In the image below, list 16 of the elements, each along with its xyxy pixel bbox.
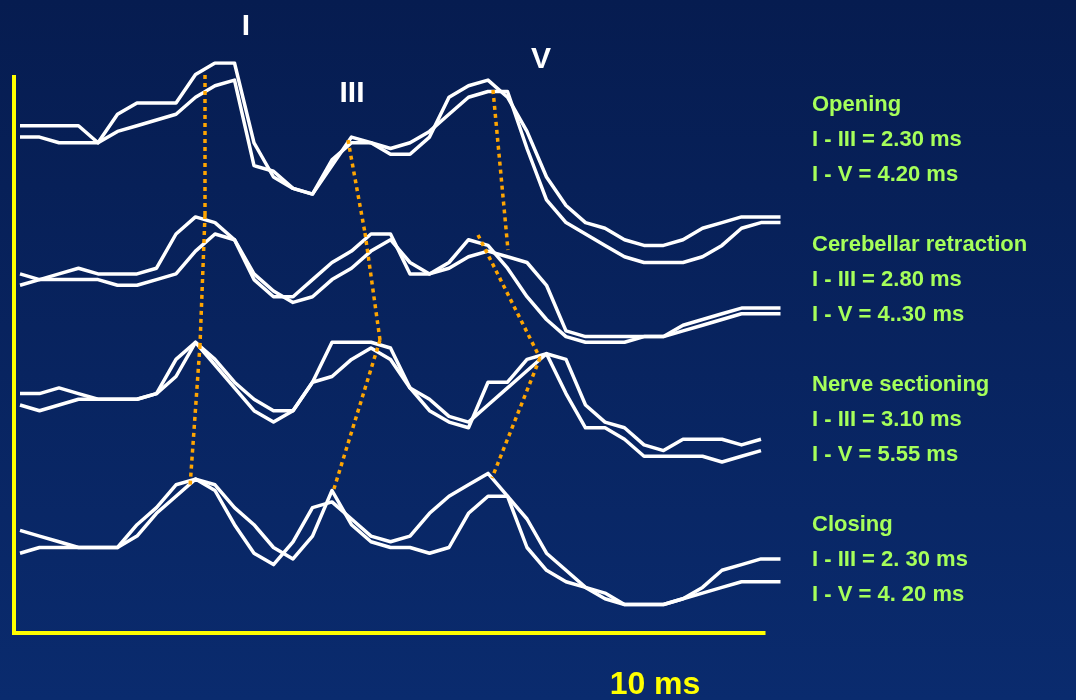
text: I - V = 5.55 ms <box>812 441 959 467</box>
text: Opening <box>812 91 902 117</box>
text: I - III = 2.30 ms <box>812 126 962 152</box>
text: Nerve sectioning <box>812 371 990 397</box>
text: Closing <box>812 511 893 537</box>
text: I - V = 4. 20 ms <box>812 581 965 607</box>
text: I - V = 4.20 ms <box>812 161 959 187</box>
x-axis-title: 10 ms <box>609 664 701 700</box>
text: I - III = 2.80 ms <box>812 266 962 292</box>
annotation: III <box>339 75 365 109</box>
text: Cerebellar retraction <box>812 231 1028 257</box>
text: I - V = 4..30 ms <box>812 301 965 327</box>
text: I <box>241 8 251 42</box>
annotation: V <box>530 41 552 75</box>
text: I - III = 3.10 ms <box>812 406 962 432</box>
text: I - III = 2. 30 ms <box>812 546 968 572</box>
